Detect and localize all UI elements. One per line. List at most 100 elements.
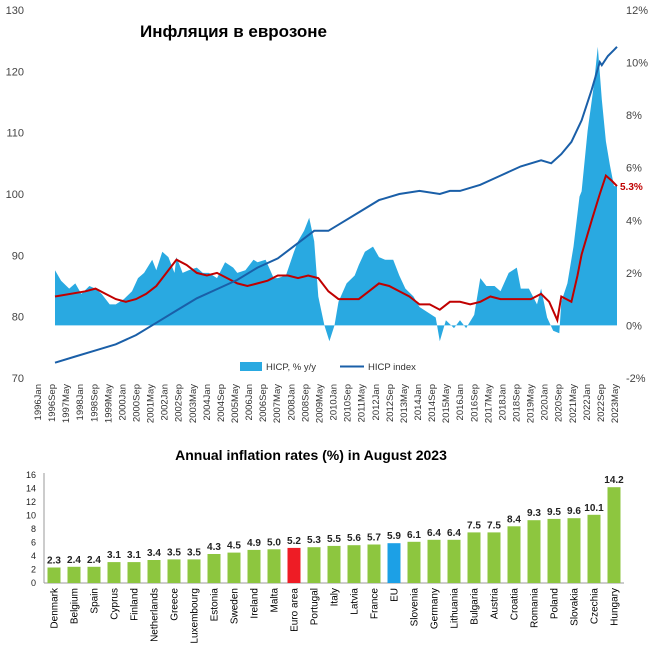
data-label: 6.4 [427, 528, 441, 539]
left-axis-tick: 110 [6, 128, 24, 140]
data-label: 9.3 [527, 508, 541, 519]
bar [227, 552, 241, 583]
bar [467, 532, 481, 583]
bar [547, 518, 561, 583]
legend-swatch-area [240, 362, 262, 371]
data-label: 2.4 [67, 555, 81, 566]
legend-label: HICP index [368, 362, 416, 373]
x-axis-tick: 2006Sep [258, 384, 269, 422]
right-axis-tick: -2% [626, 373, 646, 385]
bar [567, 518, 581, 583]
bar [87, 566, 101, 583]
x-axis-tick: 1999May [103, 384, 114, 423]
x-axis-tick: 2007May [272, 384, 283, 423]
bar [147, 560, 161, 583]
x-axis-tick: 1996Jan [33, 384, 44, 420]
bar [427, 539, 441, 583]
chart-title: Annual inflation rates (%) in August 202… [175, 447, 447, 463]
x-axis-tick: 2014Jan [413, 384, 424, 420]
x-axis-tick: 1998Jan [75, 384, 86, 420]
left-axis-tick: 120 [6, 66, 24, 78]
x-axis-tick: 2021May [568, 384, 579, 423]
right-axis-tick: 12% [626, 5, 648, 17]
x-axis-tick: 2018Sep [512, 384, 523, 422]
category-label: Slovakia [570, 588, 581, 626]
bar [327, 545, 341, 583]
category-label: Latvia [350, 588, 361, 615]
bar [167, 559, 181, 583]
data-label: 2.4 [87, 555, 101, 566]
y-axis-tick: 16 [26, 470, 36, 480]
category-label: EU [390, 588, 401, 602]
category-label: Bulgaria [470, 588, 481, 625]
data-label: 3.1 [107, 550, 121, 561]
x-axis-tick: 2016Jan [455, 384, 466, 420]
x-axis-tick: 2020Sep [554, 384, 565, 422]
y-axis-tick: 10 [26, 511, 36, 521]
bar [187, 559, 201, 583]
bar [587, 514, 601, 583]
x-axis-tick: 2000Jan [117, 384, 128, 420]
category-label: Portugal [310, 588, 321, 625]
bar [527, 520, 541, 583]
y-axis-tick: 6 [31, 538, 36, 548]
data-label: 5.3 [307, 535, 321, 546]
y-axis-tick: 0 [31, 578, 36, 588]
category-label: Luxembourg [190, 588, 201, 644]
category-label: Ireland [250, 588, 261, 619]
data-label: 7.5 [467, 520, 481, 531]
x-axis-tick: 2003May [188, 384, 199, 423]
category-label: Hungary [610, 588, 621, 626]
x-axis-tick: 2023May [610, 384, 621, 423]
value-callout: 5.3% [620, 182, 643, 193]
series-area-hicp-yy [55, 46, 617, 342]
bar [607, 487, 621, 583]
bar [287, 547, 301, 583]
data-label: 5.9 [387, 531, 401, 542]
bar [367, 544, 381, 583]
category-label: Sweden [230, 588, 241, 624]
bar [387, 543, 401, 583]
bar [347, 545, 361, 583]
y-axis-tick: 4 [31, 551, 36, 561]
x-axis-tick: 2012Jan [371, 384, 382, 420]
data-label: 3.1 [127, 550, 141, 561]
category-label: Romania [530, 588, 541, 628]
data-label: 4.5 [227, 541, 241, 552]
bar [307, 547, 321, 583]
y-axis-tick: 12 [26, 497, 36, 507]
y-axis-tick: 2 [31, 565, 36, 575]
x-axis-tick: 2006Jan [244, 384, 255, 420]
right-axis-tick: 2% [626, 268, 642, 280]
category-label: Malta [270, 588, 281, 613]
x-axis-tick: 2013May [399, 384, 410, 423]
x-axis-tick: 2011May [357, 384, 368, 423]
x-axis-tick: 2009May [315, 384, 326, 423]
data-label: 5.6 [347, 533, 361, 544]
x-axis-tick: 2016Sep [469, 384, 480, 422]
x-axis-tick: 2012Sep [385, 384, 396, 422]
right-axis-tick: 0% [626, 320, 642, 332]
bar [67, 566, 81, 583]
category-label: Croatia [510, 588, 521, 621]
right-axis-tick: 10% [626, 58, 648, 70]
data-label: 10.1 [584, 503, 604, 514]
bar [407, 541, 421, 583]
category-label: Slovenia [410, 588, 421, 627]
category-label: Belgium [70, 588, 81, 624]
category-label: Greece [170, 588, 181, 621]
category-label: Lithuania [450, 588, 461, 629]
x-axis-tick: 2008Jan [286, 384, 297, 420]
category-label: Estonia [210, 588, 221, 622]
x-axis-tick: 2004Sep [216, 384, 227, 422]
category-label: Germany [430, 588, 441, 629]
x-axis-tick: 2022Sep [596, 384, 607, 422]
x-axis-tick: 2001May [146, 384, 157, 423]
data-label: 4.3 [207, 542, 221, 553]
data-label: 3.4 [147, 548, 161, 559]
category-label: Euro area [290, 588, 301, 632]
data-label: 8.4 [507, 514, 521, 525]
category-label: Finland [130, 588, 141, 621]
category-label: Poland [550, 588, 561, 619]
left-axis-tick: 100 [6, 189, 24, 201]
